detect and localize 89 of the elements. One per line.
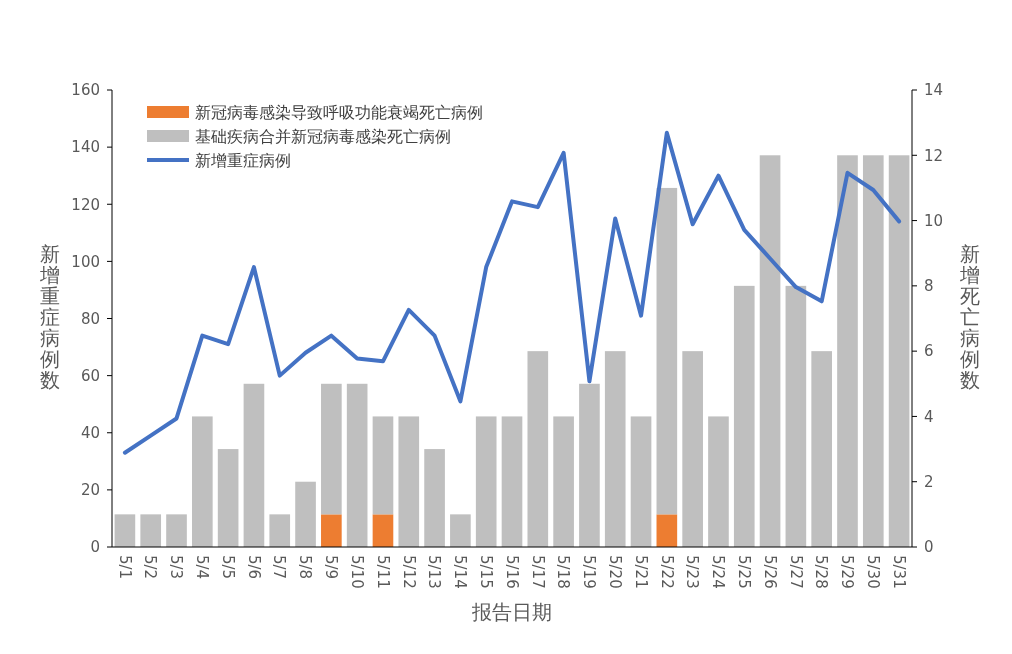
x-tick-label: 5/23 [683, 555, 702, 589]
y2-tick-label: 0 [924, 538, 934, 557]
bar [243, 383, 265, 547]
x-tick-label: 5/17 [528, 555, 547, 589]
x-tick-label: 5/15 [476, 555, 495, 589]
y-tick-label: 100 [71, 252, 100, 271]
y-tick-label: 60 [80, 366, 100, 385]
bar [114, 514, 136, 547]
x-tick-label: 5/14 [451, 555, 470, 589]
bar [656, 514, 678, 547]
x-tick-label: 5/30 [864, 555, 883, 589]
bar [888, 155, 910, 547]
bar [166, 514, 187, 547]
x-tick-label: 5/8 [296, 555, 315, 580]
x-tick-label: 5/12 [399, 555, 418, 589]
x-tick-label: 5/4 [193, 555, 212, 580]
bar [372, 514, 394, 547]
bar [682, 351, 703, 547]
x-tick-label: 5/10 [347, 555, 366, 589]
x-tick-label: 5/20 [605, 555, 624, 589]
y-tick-label: 160 [71, 81, 100, 100]
bar [527, 351, 549, 547]
x-tick-label: 5/3 [167, 555, 186, 580]
bar [140, 514, 162, 547]
x-tick-label: 5/2 [141, 555, 160, 580]
x-tick-label: 5/31 [889, 555, 908, 589]
legend-label: 基础疾病合并新冠病毒感染死亡病例 [195, 126, 451, 146]
y-tick-label: 40 [80, 424, 100, 442]
x-tick-label: 5/19 [580, 555, 599, 589]
x-tick-label: 5/6 [244, 555, 263, 580]
bar [398, 416, 420, 547]
bar [759, 155, 781, 547]
bar [372, 416, 394, 515]
bar [501, 416, 523, 547]
bar [217, 449, 239, 547]
y2-axis-title: 新增死亡病例数 [959, 242, 980, 392]
y2-tick-label: 10 [924, 211, 944, 230]
bar [475, 416, 497, 547]
bar [424, 449, 445, 547]
y2-tick-label: 2 [924, 472, 934, 491]
y2-tick-label: 12 [924, 146, 944, 165]
x-tick-label: 5/26 [760, 555, 779, 589]
bar [321, 383, 342, 515]
legend-label: 新冠病毒感染导致呼吸功能衰竭死亡病例 [195, 102, 483, 122]
bar [295, 481, 316, 547]
x-tick-label: 5/24 [709, 555, 728, 589]
bar [450, 514, 471, 547]
bar [321, 514, 342, 547]
bar [192, 416, 213, 547]
bar [837, 155, 858, 547]
x-tick-label: 5/9 [322, 555, 341, 580]
bar [579, 383, 600, 547]
y2-tick-label: 8 [924, 277, 934, 296]
y-tick-label: 120 [71, 195, 100, 214]
y-tick-label: 80 [80, 309, 100, 328]
y-tick-label: 140 [71, 138, 100, 157]
line-series [122, 130, 902, 455]
x-axis-title: 报告日期 [471, 600, 552, 624]
x-tick-label: 5/28 [812, 555, 831, 589]
bar [656, 187, 678, 515]
y-tick-label: 20 [80, 481, 100, 500]
bar [269, 514, 291, 547]
x-tick-label: 5/25 [735, 555, 754, 589]
x-tick-label: 5/16 [502, 555, 521, 589]
y-axis-title: 新增重症病例数 [39, 242, 60, 392]
bar [553, 416, 574, 547]
y2-tick-label: 4 [924, 407, 934, 426]
bar [811, 351, 832, 547]
bar [733, 285, 755, 547]
x-tick-label: 5/22 [657, 555, 676, 589]
x-tick-label: 5/1 [115, 555, 134, 580]
legend-label: 新增重症病例 [195, 150, 291, 170]
y2-tick-label: 14 [924, 81, 944, 100]
x-tick-label: 5/27 [786, 555, 805, 589]
x-tick-label: 5/21 [631, 555, 650, 589]
bar [346, 383, 368, 547]
x-tick-label: 5/5 [218, 555, 237, 580]
bar [862, 155, 884, 547]
bar [630, 416, 652, 547]
bar [708, 416, 729, 547]
bar [785, 285, 807, 547]
bar [604, 351, 626, 547]
x-tick-label: 5/29 [838, 555, 857, 589]
y2-tick-label: 6 [924, 342, 934, 361]
y-tick-label: 0 [90, 538, 100, 557]
x-tick-label: 5/13 [425, 555, 444, 589]
x-tick-label: 5/7 [270, 555, 289, 580]
x-tick-label: 5/11 [373, 555, 392, 589]
x-tick-label: 5/18 [554, 555, 573, 589]
